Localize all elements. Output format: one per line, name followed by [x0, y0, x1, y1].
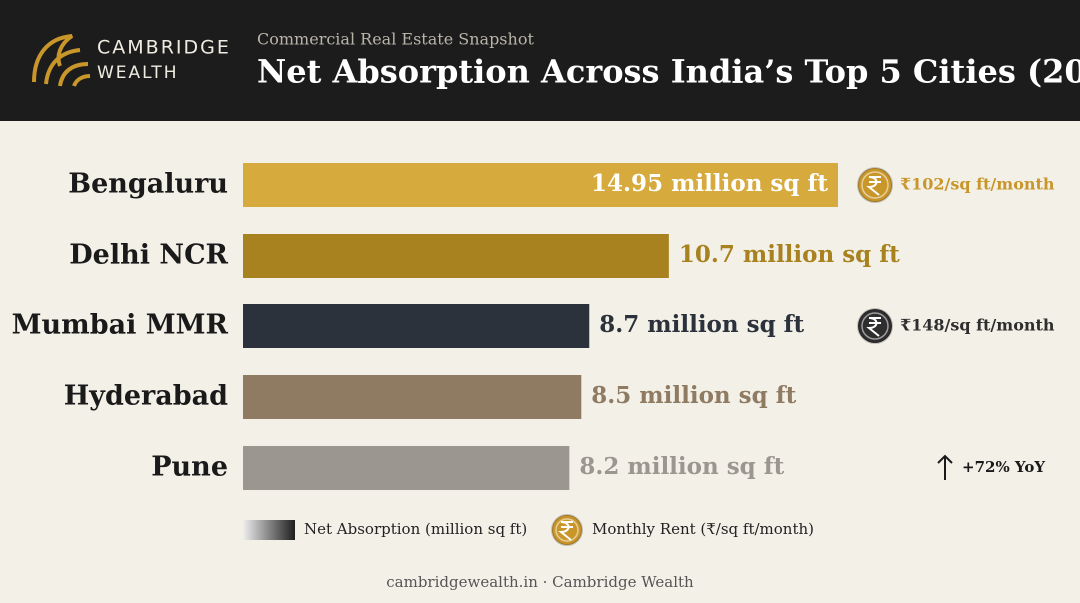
legend-label: Net Absorption (million sq ft) [304, 520, 527, 538]
value-label: 8.7 million sq ft [599, 311, 804, 338]
bar [243, 304, 590, 348]
legend-swatch [243, 520, 295, 540]
rupee-glyph [866, 317, 881, 337]
bar [243, 446, 570, 490]
category-label: Mumbai MMR [12, 310, 229, 341]
category-label: Bengaluru [68, 169, 228, 200]
rent-label: ₹102/sq ft/month [900, 175, 1055, 194]
legend-label: Monthly Rent (₹/sq ft/month) [592, 520, 814, 538]
category-label: Pune [151, 452, 228, 483]
rent-label: ₹148/sq ft/month [900, 316, 1055, 335]
rent-icon-ring [861, 171, 889, 199]
rent-icon-ring [555, 518, 579, 542]
category-label: Delhi NCR [69, 240, 228, 271]
bar [243, 234, 669, 278]
value-label: 8.5 million sq ft [591, 382, 796, 409]
bar [243, 163, 838, 207]
chart-title: Net Absorption Across India’s Top 5 Citi… [257, 53, 1080, 91]
footer: cambridgewealth.in · Cambridge Wealth [386, 573, 694, 591]
category-label: Hyderabad [64, 381, 228, 412]
value-label: 8.2 million sq ft [579, 453, 784, 480]
value-label: 14.95 million sq ft [591, 170, 828, 197]
value-label: 10.7 million sq ft [679, 241, 900, 268]
growth-arrow [937, 454, 953, 480]
header-band [0, 0, 1080, 121]
logo [32, 34, 91, 87]
rupee-glyph [866, 176, 881, 196]
growth-label: +72% YoY [962, 458, 1045, 476]
bar [243, 375, 582, 419]
brand: CAMBRIDGE [97, 37, 231, 59]
rupee-glyph [558, 521, 573, 541]
brand-sub: WEALTH [97, 63, 178, 83]
rent-icon-ring [861, 312, 889, 340]
chart-subtitle: Commercial Real Estate Snapshot [257, 30, 534, 49]
